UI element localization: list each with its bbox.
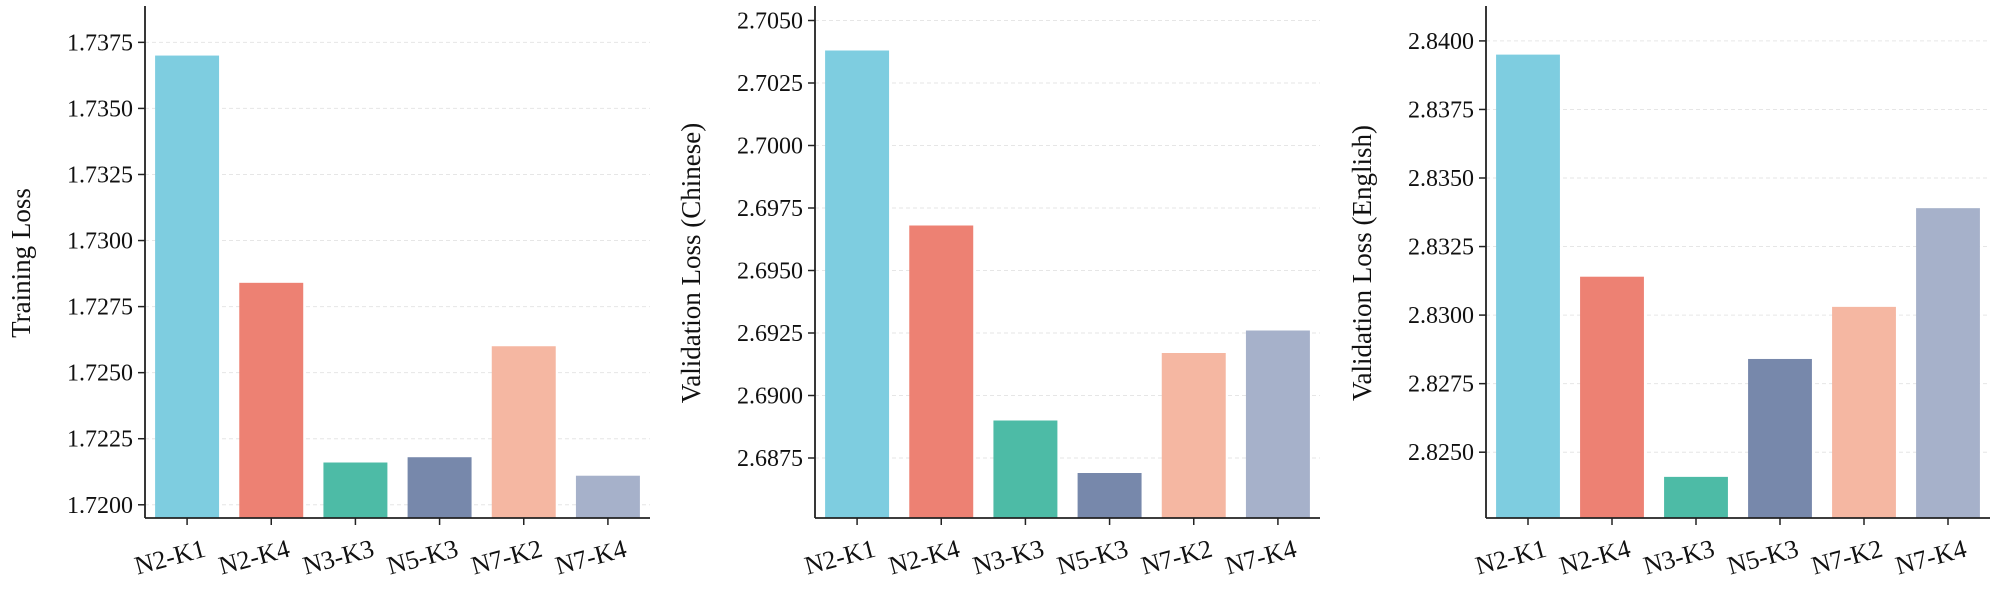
y-tick-label: 1.7200 [67,493,133,519]
y-tick-label: 1.7325 [67,162,133,188]
y-tick-label: 2.8250 [1408,440,1474,466]
y-tick-label: 1.7250 [67,361,133,387]
x-tick-label: N7-K2 [1808,534,1885,581]
y-tick-label: 1.7375 [67,30,133,56]
validation-loss-english-panel: 2.8250 2.8275 2.8300 2.8325 2.8350 2.8375 2.84… [1347,6,1990,580]
bar-n3-k3 [993,420,1058,518]
x-tick-label: N7-K4 [1222,534,1299,581]
y-tick-label: 2.6925 [737,321,803,347]
bar-n7-k2 [1161,353,1226,518]
bar-n7-k4 [575,475,640,518]
y-axis-title: Validation Loss (English) [1347,125,1377,401]
x-tick-label: N2-K4 [886,534,963,581]
bar-n2-k4 [909,225,974,518]
x-tick-label: N2-K1 [131,534,208,581]
y-tick-label: 1.7350 [67,96,133,122]
bar-n5-k3 [407,457,472,518]
y-tick-label: 2.7050 [737,9,803,35]
training-loss-panel: 1.7200 1.7225 1.7250 1.7275 1.7300 1.7325 1.73… [6,6,650,580]
x-tick-label: N3-K3 [1640,534,1717,581]
y-tick-label: 2.8325 [1408,235,1474,261]
bar-n3-k3 [1664,476,1728,518]
y-tick-label: 1.7225 [67,427,133,453]
x-tick-label: N2-K1 [801,534,878,581]
x-tick-label: N5-K3 [1054,534,1131,581]
bar-n2-k4 [1580,276,1644,518]
x-tick-label: N3-K3 [970,534,1047,581]
y-tick-label: 2.8275 [1408,372,1474,398]
bar-n3-k3 [323,462,388,518]
bar-n5-k3 [1748,358,1812,518]
bar-n7-k2 [1832,306,1896,518]
x-tick-label: N7-K4 [552,534,629,581]
y-tick-label: 2.6975 [737,196,803,222]
bar-n5-k3 [1077,473,1142,518]
y-tick-label: 2.6950 [737,259,803,285]
bar-n2-k1 [1496,54,1560,518]
x-tick-label: N2-K1 [1472,534,1549,581]
y-axis-title: Validation Loss (Chinese) [676,123,706,403]
x-tick-label: N7-K4 [1892,534,1969,581]
x-tick-label: N7-K2 [468,534,545,581]
y-tick-label: 2.7000 [737,134,803,160]
x-tick-label: N7-K2 [1138,534,1215,581]
x-tick-label: N2-K4 [1556,534,1633,581]
x-tick-label: N5-K3 [1724,534,1801,581]
bar-n7-k2 [491,346,556,518]
bar-n7-k4 [1916,208,1980,518]
bar-n2-k1 [155,55,220,519]
bar-n2-k4 [239,282,304,518]
x-tick-label: N5-K3 [384,534,461,581]
x-tick-label: N2-K4 [216,534,293,581]
y-axis-title: Training Loss [6,188,36,338]
x-tick-label: N3-K3 [300,534,377,581]
bar-n7-k4 [1245,330,1310,518]
y-tick-label: 2.8400 [1408,29,1474,55]
validation-loss-chinese-panel: 2.6875 2.6900 2.6925 2.6950 2.6975 2.7000 2.70… [676,6,1320,580]
y-tick-label: 2.6875 [737,446,803,472]
y-tick-label: 1.7300 [67,229,133,255]
y-tick-label: 1.7275 [67,295,133,321]
y-tick-label: 2.6900 [737,384,803,410]
y-tick-label: 2.8300 [1408,303,1474,329]
y-tick-label: 2.8350 [1408,166,1474,192]
y-tick-label: 2.8375 [1408,97,1474,123]
bar-n2-k1 [825,50,890,518]
y-tick-label: 2.7025 [737,71,803,97]
